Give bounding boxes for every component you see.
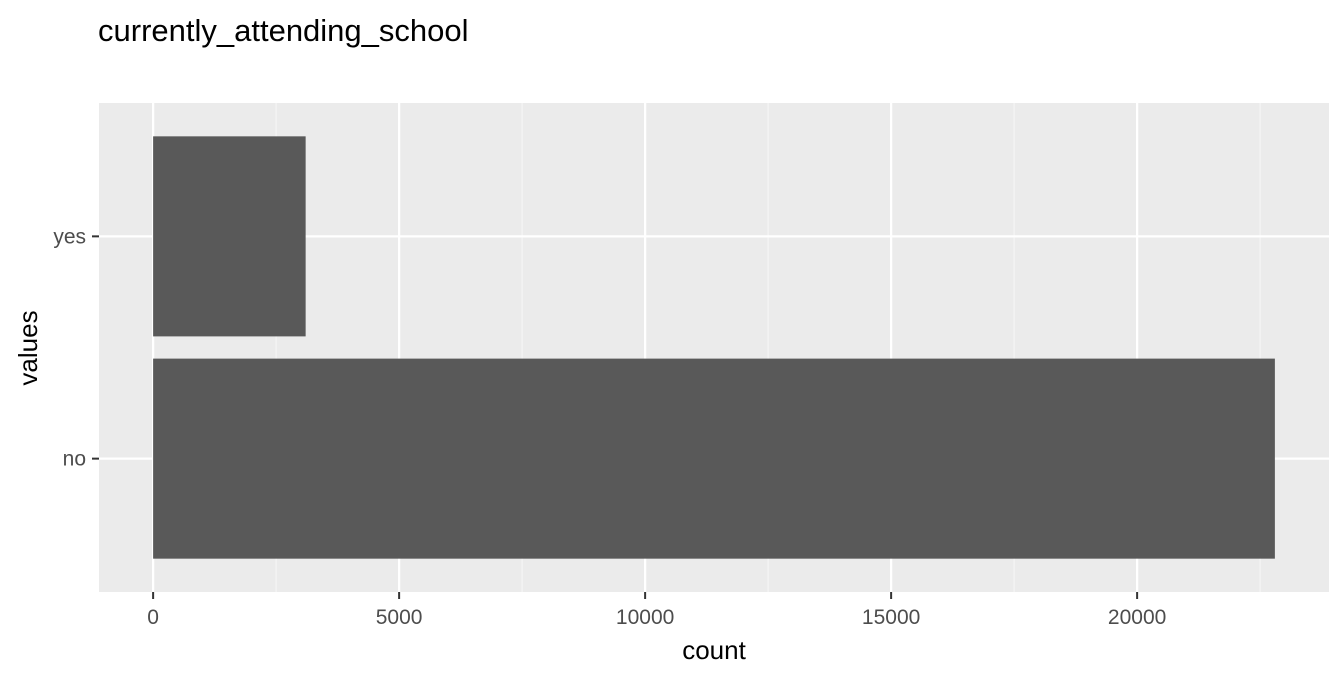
bar-yes (153, 136, 306, 337)
x-axis-title: count (682, 635, 746, 665)
x-tick-label: 20000 (1108, 606, 1166, 629)
y-axis-title: values (13, 310, 43, 385)
bar-no (153, 358, 1275, 559)
x-tick-label: 10000 (616, 606, 674, 629)
x-tick-label: 0 (147, 606, 159, 629)
x-axis: 0 5000 10000 15000 20000 (147, 592, 1166, 629)
x-tick-label: 5000 (376, 606, 423, 629)
y-tick-label: no (63, 448, 86, 471)
chart-title: currently_attending_school (98, 13, 469, 48)
y-tick-label: yes (53, 225, 86, 248)
x-tick-label: 15000 (862, 606, 920, 629)
bars (153, 136, 1275, 559)
y-axis: no yes (53, 225, 99, 471)
